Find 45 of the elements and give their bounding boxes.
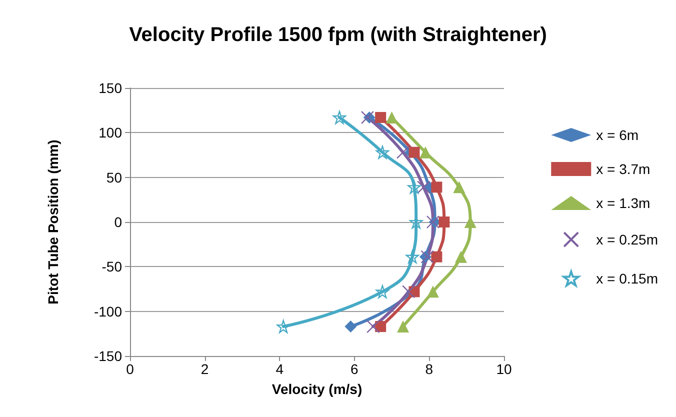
y-tick-label: -150 xyxy=(94,348,122,364)
point xyxy=(402,285,416,298)
point xyxy=(416,180,430,194)
point xyxy=(332,110,346,124)
legend-label: x = 6m xyxy=(596,127,639,143)
point xyxy=(366,320,380,334)
point xyxy=(397,320,410,333)
x-tick-label: 4 xyxy=(276,361,284,377)
legend-label: x = 3.7m xyxy=(596,161,650,177)
x-tick-label: 6 xyxy=(350,361,358,377)
x-tick-label: 2 xyxy=(200,361,209,377)
point xyxy=(453,181,466,194)
point xyxy=(376,285,390,298)
x-axis-title: Velocity (m/s) xyxy=(272,381,362,397)
y-axis-title: Pitot Tube Position (mm) xyxy=(45,140,61,304)
point xyxy=(454,250,467,263)
x-tick-label: 0 xyxy=(126,361,134,377)
point xyxy=(431,182,442,193)
point xyxy=(420,250,434,264)
y-tick-label: 100 xyxy=(98,124,122,141)
y-tick-label: 50 xyxy=(106,169,122,186)
point xyxy=(276,320,290,334)
point xyxy=(406,250,419,264)
point xyxy=(438,216,450,228)
y-tick-label: 150 xyxy=(98,80,122,96)
legend-label: x = 0.15m xyxy=(596,270,658,286)
point xyxy=(426,286,439,298)
point xyxy=(360,110,374,124)
point xyxy=(344,320,357,333)
point xyxy=(408,180,421,194)
point xyxy=(426,215,440,229)
y-tick-label: -50 xyxy=(102,258,122,275)
point xyxy=(375,321,386,332)
point xyxy=(386,111,398,124)
chart-title: Velocity Profile 1500 fpm (with Straightener) xyxy=(129,24,547,46)
y-tick-label: -100 xyxy=(94,303,122,320)
x-tick-label: 10 xyxy=(496,361,512,377)
x-tick-label: 8 xyxy=(425,361,434,377)
point xyxy=(375,112,386,123)
point xyxy=(408,146,420,158)
point xyxy=(431,251,442,262)
y-tick-label: 0 xyxy=(114,214,122,230)
legend-label: x = 1.3m xyxy=(596,195,650,211)
point xyxy=(376,146,390,159)
legend-label: x = 0.25m xyxy=(596,232,658,248)
